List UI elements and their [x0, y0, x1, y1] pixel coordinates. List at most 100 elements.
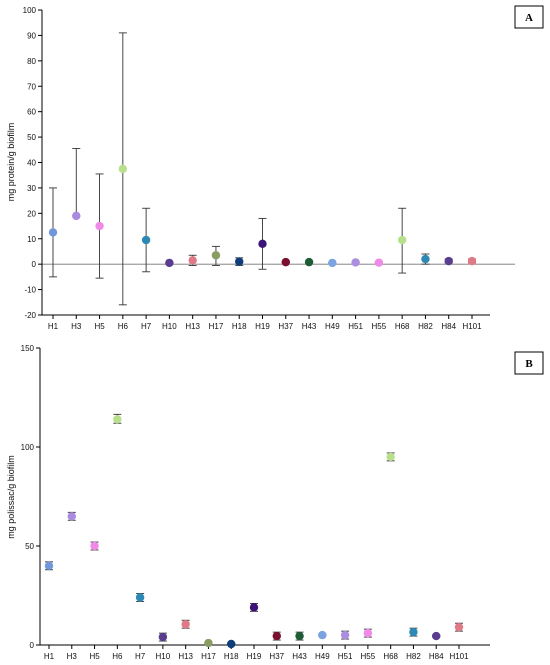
data-point — [181, 620, 190, 629]
x-tick-label: H55 — [361, 652, 376, 661]
data-point — [397, 235, 407, 245]
x-tick-label: H17 — [201, 652, 216, 661]
x-tick-label: H49 — [315, 652, 330, 661]
x-tick-label: H68 — [383, 652, 398, 661]
x-tick-label: H10 — [156, 652, 171, 661]
x-tick-label: H19 — [255, 322, 270, 331]
data-point — [328, 258, 337, 268]
data-point — [281, 257, 290, 267]
data-point — [165, 258, 174, 268]
data-point — [113, 415, 122, 424]
y-tick-label: 0 — [32, 260, 37, 269]
y-tick-label: 100 — [21, 443, 35, 452]
data-point — [44, 561, 54, 570]
data-point — [204, 638, 213, 648]
data-point — [141, 235, 151, 245]
x-tick-label: H68 — [395, 322, 410, 331]
x-tick-label: H5 — [94, 322, 105, 331]
data-point — [135, 593, 145, 602]
x-tick-label: H3 — [67, 652, 78, 661]
x-tick-label: H13 — [185, 322, 200, 331]
data-point — [235, 257, 244, 266]
data-point — [95, 221, 104, 231]
y-tick-label: 30 — [27, 184, 36, 193]
x-tick-label: H10 — [162, 322, 177, 331]
data-point — [67, 512, 76, 521]
data-point — [432, 631, 441, 641]
data-point — [363, 628, 373, 638]
x-tick-label: H43 — [302, 322, 317, 331]
data-point — [304, 257, 314, 267]
y-tick-label: 50 — [27, 133, 36, 142]
data-point — [227, 639, 236, 649]
chart-a: A mg protein/g biofilm -20 -10 0 10 20 30 40 50… — [6, 5, 544, 331]
data-point — [90, 541, 99, 551]
y-tick-label: 100 — [23, 6, 37, 15]
x-tick-label: H1 — [44, 652, 55, 661]
y-tick-label: 40 — [27, 159, 36, 168]
x-tick-label: H101 — [462, 322, 482, 331]
x-tick-label: H18 — [232, 322, 247, 331]
x-tick-label: H82 — [406, 652, 421, 661]
x-tick-label: H49 — [325, 322, 340, 331]
x-tick-label: H37 — [269, 652, 284, 661]
y-tick-label: 10 — [27, 235, 36, 244]
data-point — [340, 630, 350, 640]
data-point — [454, 622, 464, 632]
data-point — [295, 631, 304, 641]
x-tick-label: H3 — [71, 322, 82, 331]
y-tick-label: -10 — [24, 286, 36, 295]
x-tick-label: H6 — [118, 322, 129, 331]
panel-label: B — [525, 358, 533, 370]
data-point — [444, 256, 453, 266]
data-point — [421, 254, 430, 264]
y-tick-label: 150 — [21, 344, 35, 353]
data-point — [188, 256, 197, 265]
panel-label-box — [514, 351, 544, 375]
data-point — [158, 632, 168, 642]
panel-label: A — [525, 12, 533, 24]
y-tick-label: 90 — [27, 31, 36, 40]
x-tick-label: H84 — [429, 652, 444, 661]
y-tick-label: 60 — [27, 108, 36, 117]
chart-b: B mg polissac/g biofilm 0 50 100 150 H1 H3 H5… — [6, 344, 544, 661]
x-tick-label: H1 — [48, 322, 59, 331]
y-tick-label: 70 — [27, 82, 36, 91]
x-tick-label: H51 — [338, 652, 353, 661]
data-point — [351, 258, 360, 267]
data-point — [318, 630, 327, 640]
x-tick-label: H43 — [292, 652, 307, 661]
x-tick-label: H51 — [348, 322, 363, 331]
y-axis-label: mg polissac/g biofilm — [6, 455, 16, 539]
x-tick-label: H82 — [418, 322, 433, 331]
x-tick-label: H37 — [278, 322, 293, 331]
data-point — [211, 251, 221, 260]
y-tick-label: 20 — [27, 209, 36, 218]
x-tick-label: H7 — [141, 322, 152, 331]
data-point — [386, 452, 395, 462]
data-point — [118, 164, 128, 174]
panel-label-box — [514, 5, 544, 29]
data-point — [409, 627, 418, 637]
x-tick-label: H7 — [135, 652, 146, 661]
data-point — [249, 603, 259, 612]
data-point — [258, 239, 267, 249]
x-tick-label: H6 — [112, 652, 123, 661]
y-axis-label: mg protein/g biofilm — [6, 123, 16, 202]
error-bar — [72, 148, 81, 217]
x-tick-label: H5 — [89, 652, 100, 661]
x-tick-label: H13 — [178, 652, 193, 661]
y-tick-label: 50 — [25, 542, 34, 551]
data-point — [374, 258, 384, 267]
y-tick-label: 80 — [27, 57, 36, 66]
data-point — [48, 228, 58, 237]
y-tick-label: -20 — [24, 311, 36, 320]
x-tick-label: H55 — [372, 322, 387, 331]
data-point — [467, 256, 477, 266]
x-tick-label: H17 — [209, 322, 224, 331]
x-tick-label: H101 — [449, 652, 469, 661]
x-tick-label: H18 — [224, 652, 239, 661]
data-point — [272, 631, 281, 641]
x-tick-label: H19 — [247, 652, 262, 661]
